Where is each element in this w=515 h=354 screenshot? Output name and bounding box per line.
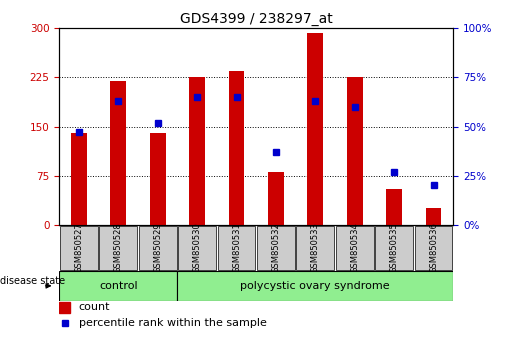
Text: GSM850528: GSM850528 — [114, 222, 123, 273]
Bar — [229, 71, 245, 225]
Bar — [336, 226, 373, 270]
Bar — [375, 226, 413, 270]
Text: control: control — [99, 281, 138, 291]
Text: GSM850530: GSM850530 — [193, 222, 201, 273]
Text: count: count — [78, 302, 110, 313]
Bar — [415, 226, 452, 270]
Text: percentile rank within the sample: percentile rank within the sample — [78, 318, 266, 328]
Bar — [178, 226, 216, 270]
Bar — [60, 226, 98, 270]
Bar — [307, 33, 323, 225]
Text: GSM850535: GSM850535 — [390, 222, 399, 273]
Bar — [297, 226, 334, 270]
Bar — [218, 226, 255, 270]
Text: GSM850532: GSM850532 — [271, 222, 280, 273]
Bar — [347, 78, 363, 225]
Text: GSM850533: GSM850533 — [311, 222, 320, 273]
Bar — [425, 209, 441, 225]
Bar — [268, 172, 284, 225]
Text: polycystic ovary syndrome: polycystic ovary syndrome — [241, 281, 390, 291]
Bar — [189, 78, 205, 225]
Bar — [59, 302, 70, 313]
Bar — [99, 226, 137, 270]
Text: GSM850536: GSM850536 — [429, 222, 438, 273]
Title: GDS4399 / 238297_at: GDS4399 / 238297_at — [180, 12, 333, 26]
Text: disease state: disease state — [0, 276, 65, 286]
Bar — [139, 226, 177, 270]
Bar — [386, 189, 402, 225]
Text: GSM850529: GSM850529 — [153, 222, 162, 273]
Bar — [59, 271, 177, 301]
Bar — [150, 133, 166, 225]
Text: GSM850527: GSM850527 — [75, 222, 83, 273]
Text: GSM850534: GSM850534 — [350, 222, 359, 273]
Bar — [110, 81, 126, 225]
Bar — [177, 271, 453, 301]
Bar — [257, 226, 295, 270]
Bar — [71, 133, 87, 225]
Text: GSM850531: GSM850531 — [232, 222, 241, 273]
